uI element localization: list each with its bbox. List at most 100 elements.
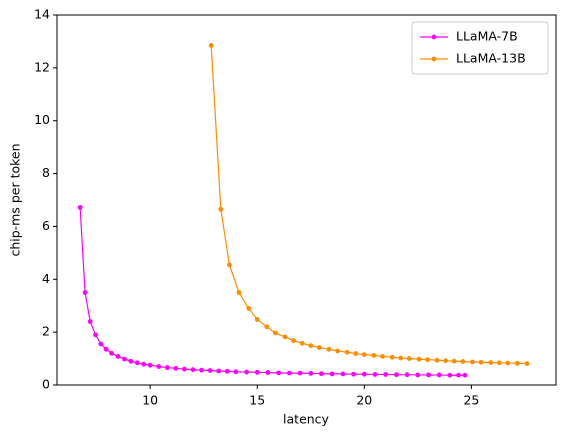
point xyxy=(282,334,288,340)
point xyxy=(340,371,346,377)
point xyxy=(406,356,412,361)
y-axis-label: chip-ms per token xyxy=(8,143,23,256)
point xyxy=(353,351,359,356)
point xyxy=(488,360,494,365)
point xyxy=(344,349,350,355)
x-tick-label: 10 xyxy=(142,393,158,408)
point xyxy=(103,346,109,352)
point xyxy=(316,345,322,350)
point xyxy=(207,368,213,373)
point xyxy=(264,324,270,330)
point xyxy=(218,206,224,212)
legend-marker xyxy=(431,34,437,40)
point xyxy=(372,372,378,377)
point xyxy=(447,372,453,378)
point xyxy=(109,350,115,356)
point xyxy=(273,330,278,336)
point xyxy=(451,358,457,364)
x-tick-label: 20 xyxy=(356,393,372,408)
point xyxy=(361,352,367,358)
point xyxy=(216,368,222,374)
point xyxy=(236,290,242,295)
y-tick-label: 4 xyxy=(42,271,50,286)
point xyxy=(299,340,305,346)
point xyxy=(415,372,421,378)
point xyxy=(276,370,282,376)
point xyxy=(244,369,249,375)
point xyxy=(147,362,153,368)
point xyxy=(351,371,357,377)
point xyxy=(233,369,239,375)
point xyxy=(505,360,511,366)
point xyxy=(434,357,440,363)
point xyxy=(208,42,214,48)
point xyxy=(371,353,377,358)
point xyxy=(128,358,134,364)
legend-marker xyxy=(431,56,437,62)
y-tick-label: 6 xyxy=(42,218,50,233)
point xyxy=(462,372,468,378)
point xyxy=(335,348,340,354)
point xyxy=(470,359,475,365)
point xyxy=(398,355,404,361)
x-axis-label: latency xyxy=(283,412,330,427)
point xyxy=(389,354,395,360)
point xyxy=(164,365,170,370)
point xyxy=(199,367,204,373)
point xyxy=(122,356,127,362)
point xyxy=(286,370,292,376)
point xyxy=(456,372,461,378)
y-tick-label: 10 xyxy=(34,112,50,127)
point xyxy=(254,317,260,322)
point xyxy=(254,369,260,375)
x-tick-label: 15 xyxy=(249,393,265,408)
point xyxy=(190,367,196,373)
point xyxy=(141,361,147,367)
point xyxy=(246,305,252,311)
point xyxy=(115,354,121,359)
point xyxy=(394,372,399,378)
x-tick-label: 25 xyxy=(463,393,479,408)
y-tick-label: 8 xyxy=(42,165,50,180)
legend-label: LLaMA-13B xyxy=(456,51,526,66)
point xyxy=(265,370,271,375)
y-tick-label: 0 xyxy=(42,377,50,392)
y-tick-label: 14 xyxy=(34,7,50,22)
point xyxy=(425,357,430,363)
point xyxy=(361,371,367,377)
point xyxy=(87,319,93,324)
point xyxy=(308,370,314,376)
y-tick-label: 12 xyxy=(34,59,50,74)
point xyxy=(77,205,83,210)
series-line xyxy=(210,45,528,365)
point xyxy=(82,290,88,295)
plot-frame xyxy=(56,14,557,386)
y-tick-label: 2 xyxy=(42,324,50,339)
point xyxy=(426,372,431,378)
point xyxy=(443,358,449,364)
point xyxy=(326,346,332,352)
point xyxy=(416,356,422,362)
point xyxy=(478,359,484,365)
point xyxy=(93,332,98,338)
legend-label: LLaMA-7B xyxy=(456,29,518,44)
point xyxy=(383,372,389,377)
point xyxy=(224,368,230,374)
point xyxy=(134,360,140,366)
point xyxy=(380,354,385,359)
point xyxy=(291,338,297,343)
point xyxy=(515,360,520,366)
point xyxy=(156,364,162,369)
point xyxy=(98,341,104,347)
series-line xyxy=(79,207,465,376)
point xyxy=(436,372,442,378)
point xyxy=(329,371,335,377)
point xyxy=(496,360,502,366)
point xyxy=(460,359,466,364)
point xyxy=(227,262,232,268)
point xyxy=(308,343,314,349)
point xyxy=(297,370,303,376)
point xyxy=(182,366,187,372)
point xyxy=(404,372,410,378)
